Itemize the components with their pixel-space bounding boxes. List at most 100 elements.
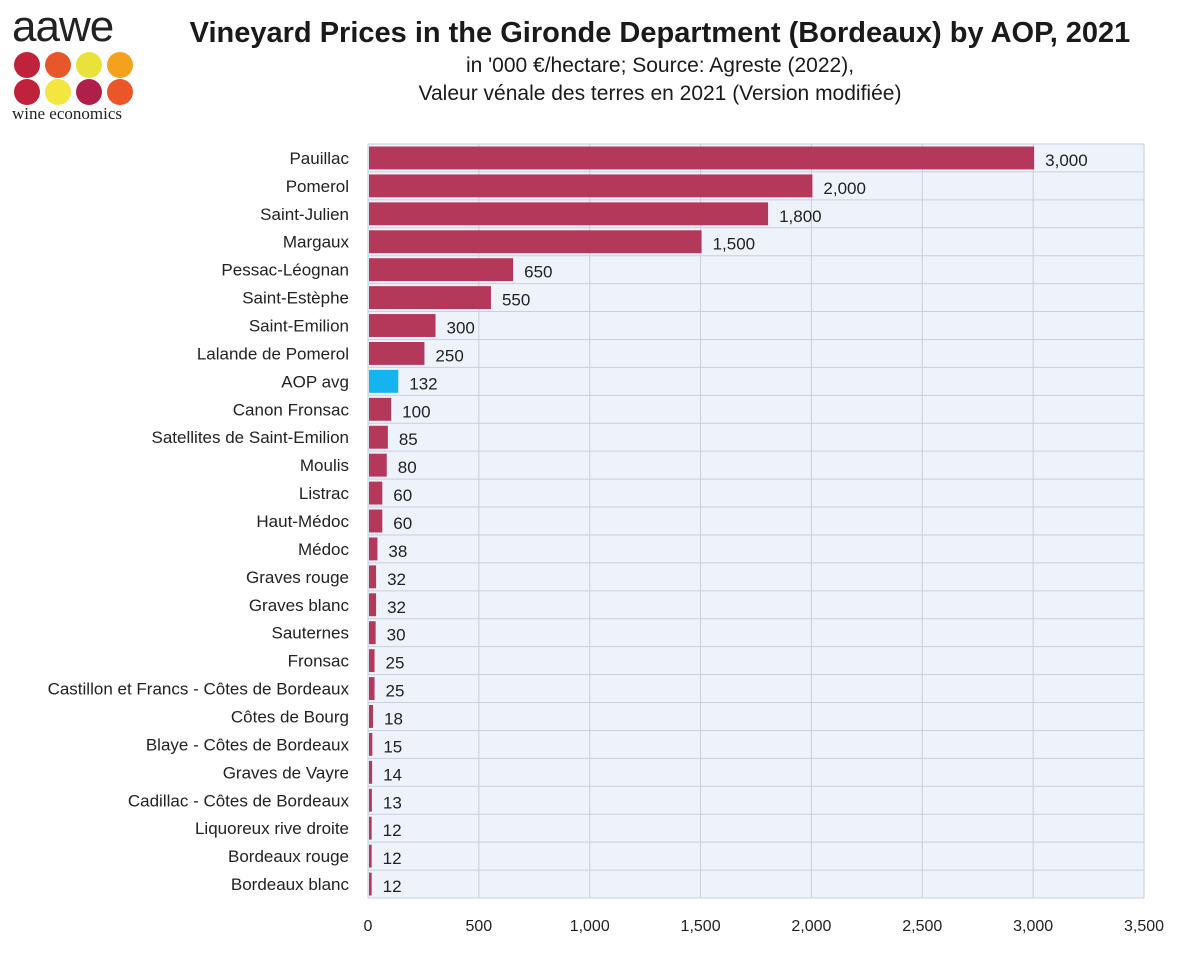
bar [369,453,387,477]
data-label: 32 [387,598,406,617]
bar [369,397,392,421]
category-label: AOP avg [281,372,349,391]
data-label: 1,800 [779,207,822,226]
data-label: 14 [383,765,402,784]
data-label: 18 [384,709,403,728]
data-label: 12 [383,821,402,840]
aawe-logo: aawe wine economics [10,2,140,128]
bar [369,174,813,198]
data-label: 132 [409,374,437,393]
bar [369,621,376,645]
bar [369,537,378,561]
data-label: 550 [502,291,530,310]
x-tick-label: 2,000 [791,918,831,935]
category-label: Saint-Estèphe [242,289,349,308]
category-label: Saint-Julien [260,205,349,224]
category-label: Pessac-Léognan [221,261,349,280]
data-label: 12 [383,877,402,896]
x-tick-label: 0 [364,918,373,935]
bar [369,844,372,868]
data-label: 100 [402,402,430,421]
category-label: Listrac [299,484,350,503]
chart-subtitle-line2: Valeur vénale des terres en 2021 (Versio… [418,82,902,105]
category-label: Canon Fronsac [233,400,350,419]
category-label: Médoc [298,540,350,559]
category-label: Lalande de Pomerol [197,344,349,363]
bar [369,760,373,784]
bar [369,732,373,756]
category-label: Cadillac - Côtes de Bordeaux [128,791,350,810]
category-label: Graves blanc [249,596,350,615]
category-label: Satellites de Saint-Emilion [152,428,349,447]
x-axis-ticks: 0 500 1,000 1,500 2,000 2,500 3,000 3,500 [364,918,1165,935]
bar [369,286,491,310]
data-label: 25 [386,682,405,701]
data-label: 3,000 [1045,151,1088,170]
category-label: Margaux [283,233,350,252]
data-label: 650 [524,263,552,282]
data-label: 32 [387,570,406,589]
bar [369,146,1035,170]
data-label: 300 [447,319,475,338]
data-label: 85 [399,430,418,449]
bar [369,677,375,701]
bar [369,788,372,812]
bar [369,481,383,505]
chart-subtitle-line1: in '000 €/hectare; Source: Agreste (2022… [465,54,855,77]
category-label: Castillon et Francs - Côtes de Bordeaux [48,680,350,699]
plot-area [368,144,1144,898]
bar [369,509,383,533]
category-label: Pomerol [286,177,349,196]
bars [369,146,1035,896]
category-label: Moulis [300,456,349,475]
category-label: Saint-Emilion [249,317,349,336]
bar [369,425,388,449]
data-label: 250 [435,346,463,365]
category-label: Blaye - Côtes de Bordeaux [146,735,350,754]
bar [369,593,377,617]
category-label: Bordeaux rouge [228,847,349,866]
bar [369,565,377,589]
data-label: 13 [383,793,402,812]
logo-dot [107,79,133,105]
logo-tagline: wine economics [12,104,122,123]
x-tick-label: 3,000 [1013,918,1053,935]
gridlines [367,143,1145,899]
category-label: Pauillac [289,149,349,168]
category-label: Haut-Médoc [256,512,349,531]
chart-header: Vineyard Prices in the Gironde Departmen… [140,14,1180,108]
category-labels: Pauillac Pomerol Saint-Julien Margaux Pessac… [48,149,350,894]
data-label: 25 [386,654,405,673]
category-label: Graves de Vayre [223,763,349,782]
bar [369,341,425,365]
logo-dot [45,52,71,78]
bar [369,369,399,393]
category-label: Côtes de Bourg [231,707,349,726]
x-tick-label: 2,500 [902,918,942,935]
category-label: Fronsac [288,652,350,671]
bar [369,202,769,226]
bar [369,816,372,840]
logo-dot [45,79,71,105]
logo-dot [107,52,133,78]
x-tick-label: 500 [466,918,493,935]
data-label: 12 [383,849,402,868]
logo-dots [14,52,136,105]
data-label: 60 [393,514,412,533]
data-label: 2,000 [823,179,866,198]
data-label: 30 [387,626,406,645]
x-tick-label: 1,000 [570,918,610,935]
bar [369,872,372,896]
chart-title: Vineyard Prices in the Gironde Departmen… [189,17,1131,49]
data-label: 1,500 [713,235,756,254]
bar [369,230,702,254]
category-label: Sauternes [272,624,350,643]
bar [369,314,436,337]
category-label: Bordeaux blanc [231,875,350,894]
logo-dot [14,52,40,78]
x-tick-label: 3,500 [1124,918,1164,935]
category-label: Liquoreux rive droite [195,819,349,838]
logo-wordmark: aawe [12,2,114,51]
bar [369,705,373,728]
